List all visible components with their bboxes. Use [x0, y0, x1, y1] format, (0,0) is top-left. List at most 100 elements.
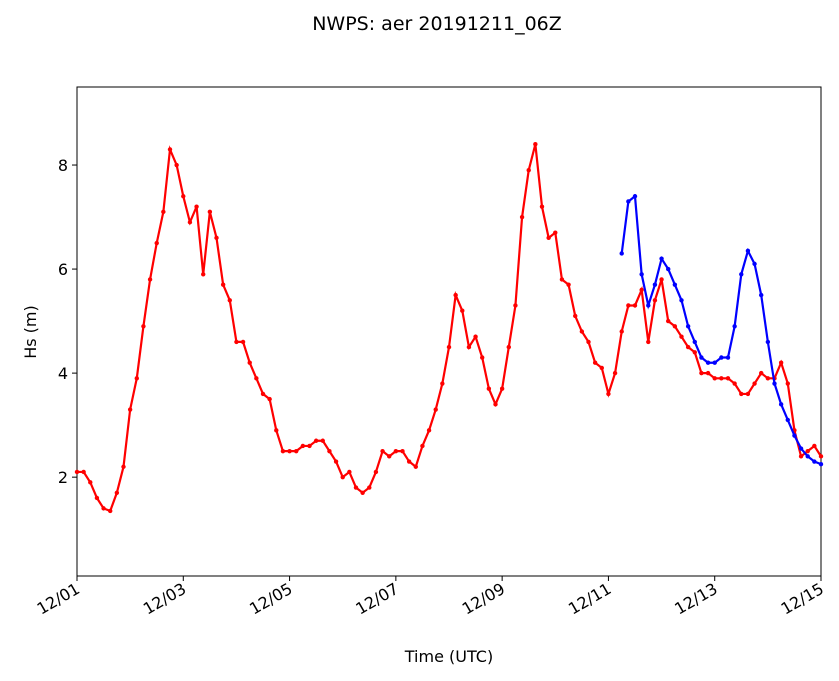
data-point	[792, 433, 797, 438]
data-point	[340, 474, 345, 480]
data-point	[493, 402, 498, 407]
data-point	[353, 485, 359, 490]
data-point	[619, 251, 624, 256]
data-point	[240, 339, 246, 345]
data-point	[114, 490, 120, 495]
data-point	[646, 303, 651, 308]
data-point	[566, 282, 571, 287]
data-point	[420, 443, 425, 449]
data-point	[679, 298, 684, 303]
x-tick-label: 12/05	[246, 579, 295, 619]
x-tick-label: 12/01	[34, 579, 83, 619]
data-point	[220, 282, 226, 287]
data-point	[400, 448, 405, 454]
y-axis-label: Hs (m)	[21, 305, 40, 359]
data-point	[127, 407, 133, 412]
data-point	[639, 287, 644, 293]
data-point	[732, 324, 737, 329]
data-point	[798, 454, 804, 459]
data-point	[712, 360, 717, 365]
data-point	[599, 365, 604, 371]
data-point	[287, 448, 292, 454]
data-point	[320, 438, 325, 443]
data-point	[818, 461, 824, 467]
data-point	[626, 199, 631, 204]
data-point	[506, 344, 511, 350]
data-point	[88, 480, 93, 485]
data-point	[254, 376, 259, 381]
data-point	[785, 417, 790, 423]
data-point	[745, 391, 751, 397]
data-point	[453, 292, 458, 298]
data-point	[652, 298, 658, 303]
data-point	[778, 360, 784, 365]
data-point	[194, 204, 199, 209]
x-tick-label: 12/03	[140, 579, 189, 619]
data-point	[307, 443, 312, 449]
data-point	[712, 376, 717, 381]
data-point	[812, 459, 817, 464]
data-point	[626, 303, 631, 308]
data-point	[466, 344, 472, 350]
data-point	[519, 214, 525, 220]
data-point	[433, 407, 438, 412]
x-tick-label: 12/09	[459, 579, 508, 619]
data-point	[646, 339, 651, 345]
data-point	[486, 386, 492, 391]
data-point	[719, 355, 724, 360]
data-point	[739, 272, 744, 277]
data-point	[387, 454, 392, 459]
data-point	[632, 194, 638, 199]
data-point	[579, 329, 585, 334]
data-point	[207, 209, 213, 215]
data-point	[759, 292, 764, 298]
data-point	[333, 459, 339, 464]
data-point	[785, 381, 790, 386]
data-point	[214, 235, 219, 241]
data-point	[745, 248, 751, 254]
data-point	[360, 490, 365, 495]
data-point	[692, 350, 697, 355]
data-point	[805, 454, 810, 459]
data-point	[94, 495, 100, 501]
data-point	[818, 454, 824, 459]
data-point	[666, 266, 671, 272]
data-point	[413, 464, 418, 469]
data-point	[533, 142, 538, 147]
data-point	[765, 376, 771, 381]
data-point	[705, 360, 711, 365]
data-point	[759, 370, 764, 376]
data-point	[559, 277, 565, 282]
data-point	[705, 370, 711, 376]
data-point	[187, 220, 193, 225]
data-point	[692, 339, 697, 345]
data-point	[406, 459, 412, 464]
data-point	[659, 277, 664, 282]
plot-frame	[76, 86, 822, 577]
series-line	[77, 143, 822, 513]
data-point	[553, 230, 558, 235]
data-point	[539, 204, 545, 209]
data-point	[732, 381, 737, 386]
data-point	[380, 448, 385, 454]
data-point	[772, 381, 777, 386]
data-point	[274, 428, 279, 433]
data-point	[612, 370, 618, 376]
data-point	[778, 402, 784, 407]
data-point	[373, 469, 379, 475]
data-point	[426, 428, 432, 433]
data-point	[672, 324, 678, 329]
data-point	[480, 355, 485, 360]
data-point	[313, 438, 319, 443]
data-point	[739, 391, 744, 397]
data-point	[460, 308, 465, 313]
data-point	[101, 506, 106, 511]
data-point	[141, 324, 146, 329]
data-point	[201, 272, 206, 277]
data-point	[666, 318, 671, 324]
data-point	[134, 376, 139, 381]
data-point	[260, 391, 266, 397]
data-point	[181, 194, 186, 199]
x-axis-label: Time (UTC)	[404, 647, 493, 666]
